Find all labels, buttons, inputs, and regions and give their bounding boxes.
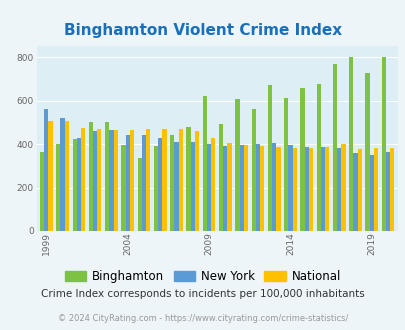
Bar [271, 143, 276, 231]
Bar [316, 84, 320, 231]
Bar [353, 153, 357, 231]
Bar [234, 99, 239, 231]
Bar [130, 130, 134, 231]
Bar [292, 148, 296, 231]
Bar [243, 145, 247, 231]
Bar [223, 146, 227, 231]
Bar [153, 146, 158, 231]
Bar [81, 128, 85, 231]
Bar [348, 57, 353, 231]
Bar [336, 148, 341, 231]
Bar [113, 130, 117, 231]
Bar [300, 87, 304, 231]
Bar [121, 145, 125, 231]
Bar [137, 158, 141, 231]
Bar [284, 98, 288, 231]
Bar [369, 155, 373, 231]
Bar [56, 144, 60, 231]
Bar [170, 135, 174, 231]
Bar [190, 142, 194, 231]
Bar [93, 131, 97, 231]
Bar [207, 144, 211, 231]
Bar [332, 64, 336, 231]
Bar [40, 152, 44, 231]
Bar [385, 152, 389, 231]
Bar [308, 148, 312, 231]
Bar [105, 122, 109, 231]
Bar [267, 85, 271, 231]
Bar [44, 109, 48, 231]
Bar [202, 96, 207, 231]
Bar [341, 144, 345, 231]
Legend: Binghamton, New York, National: Binghamton, New York, National [60, 265, 345, 287]
Bar [211, 138, 215, 231]
Bar [324, 147, 328, 231]
Bar [218, 124, 223, 231]
Bar [364, 73, 369, 231]
Bar [158, 138, 162, 231]
Bar [174, 142, 178, 231]
Bar [48, 121, 53, 231]
Bar [389, 148, 394, 231]
Bar [255, 144, 259, 231]
Bar [64, 121, 69, 231]
Bar [146, 129, 150, 231]
Bar [186, 127, 190, 231]
Bar [194, 131, 198, 231]
Bar [77, 138, 81, 231]
Text: Crime Index corresponds to incidents per 100,000 inhabitants: Crime Index corresponds to incidents per… [41, 289, 364, 299]
Bar [60, 118, 64, 231]
Bar [89, 122, 93, 231]
Bar [162, 129, 166, 231]
Bar [276, 147, 280, 231]
Bar [239, 145, 243, 231]
Bar [259, 146, 264, 231]
Bar [109, 130, 113, 231]
Bar [125, 135, 130, 231]
Bar [251, 109, 255, 231]
Bar [141, 135, 146, 231]
Bar [357, 149, 361, 231]
Bar [227, 143, 231, 231]
Bar [288, 145, 292, 231]
Bar [304, 147, 308, 231]
Bar [72, 139, 77, 231]
Bar [381, 57, 385, 231]
Bar [97, 129, 101, 231]
Bar [178, 129, 182, 231]
Bar [320, 147, 324, 231]
Text: Binghamton Violent Crime Index: Binghamton Violent Crime Index [64, 23, 341, 38]
Text: © 2024 CityRating.com - https://www.cityrating.com/crime-statistics/: © 2024 CityRating.com - https://www.city… [58, 314, 347, 323]
Bar [373, 148, 377, 231]
